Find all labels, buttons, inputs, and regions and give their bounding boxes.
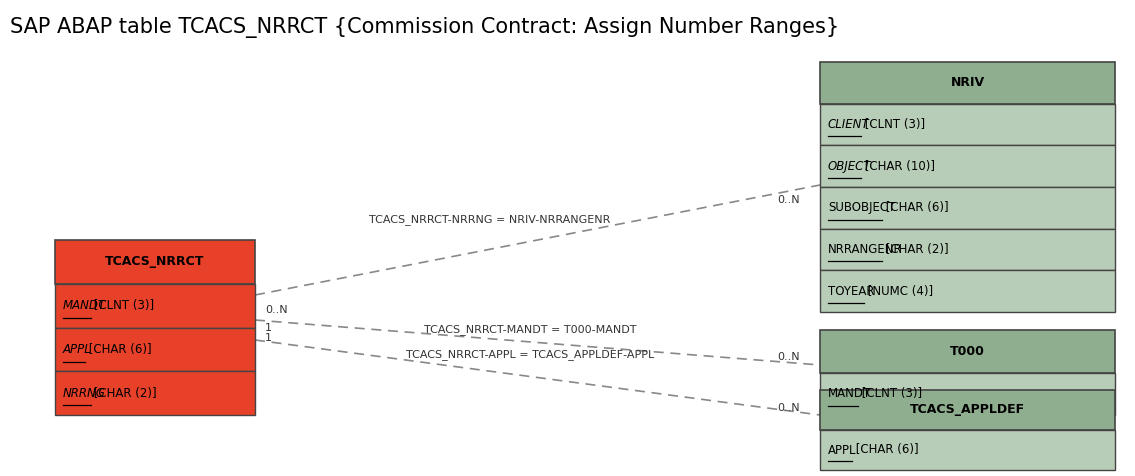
Text: APPL [CHAR (6)]: APPL [CHAR (6)] [829, 444, 923, 456]
Bar [54, 371, 255, 415]
Text: 0..N: 0..N [777, 195, 800, 205]
Text: TOYEAR: TOYEAR [829, 285, 874, 298]
Text: [NUMC (4)]: [NUMC (4)] [864, 285, 933, 298]
Text: [CHAR (6)]: [CHAR (6)] [882, 201, 949, 214]
Text: CLIENT: CLIENT [829, 118, 869, 131]
Bar [819, 104, 1115, 145]
Bar [54, 327, 255, 371]
Text: [CHAR (2)]: [CHAR (2)] [882, 243, 949, 256]
Text: [CLNT (3)]: [CLNT (3)] [861, 118, 925, 131]
Bar [819, 187, 1115, 228]
Bar [54, 284, 255, 327]
Text: SUBOBJECT: SUBOBJECT [829, 201, 896, 214]
Text: 0..N: 0..N [264, 305, 287, 315]
Text: TCACS_NRRCT-NRRNG = NRIV-NRRANGENR: TCACS_NRRCT-NRRNG = NRIV-NRRANGENR [369, 215, 611, 226]
Text: [CLNT (3)]: [CLNT (3)] [858, 387, 922, 400]
Text: MANDT [CLNT (3)]: MANDT [CLNT (3)] [64, 299, 170, 312]
Text: SAP ABAP table TCACS_NRRCT {Commission Contract: Assign Number Ranges}: SAP ABAP table TCACS_NRRCT {Commission C… [10, 18, 839, 39]
Bar [819, 373, 1115, 415]
Text: TCACS_NRRCT: TCACS_NRRCT [106, 256, 204, 268]
Text: [CHAR (2)]: [CHAR (2)] [91, 387, 157, 400]
Text: MANDT [CLNT (3)]: MANDT [CLNT (3)] [829, 387, 935, 400]
Text: 0..N: 0..N [777, 403, 800, 413]
Text: [CLNT (3)]: [CLNT (3)] [91, 299, 154, 312]
Bar [54, 240, 255, 284]
Text: MANDT: MANDT [64, 299, 106, 312]
Text: TCACS_APPLDEF: TCACS_APPLDEF [910, 404, 1025, 416]
Text: [CHAR (6)]: [CHAR (6)] [85, 343, 152, 356]
Bar [819, 390, 1115, 430]
Text: TOYEAR [NUMC (4)]: TOYEAR [NUMC (4)] [829, 285, 943, 298]
Text: APPL [CHAR (6)]: APPL [CHAR (6)] [64, 343, 158, 356]
Text: APPL: APPL [829, 444, 857, 456]
Text: 0..N: 0..N [777, 352, 800, 362]
Text: 1
1: 1 1 [264, 323, 272, 343]
Text: CLIENT [CLNT (3)]: CLIENT [CLNT (3)] [829, 118, 934, 131]
Bar [819, 270, 1115, 312]
Text: TCACS_NRRCT-MANDT = T000-MANDT: TCACS_NRRCT-MANDT = T000-MANDT [423, 325, 637, 336]
Text: TCACS_NRRCT-APPL = TCACS_APPLDEF-APPL: TCACS_NRRCT-APPL = TCACS_APPLDEF-APPL [406, 349, 654, 360]
Text: NRRANGENR [CHAR (2)]: NRRANGENR [CHAR (2)] [829, 243, 969, 256]
Text: OBJECT: OBJECT [829, 159, 872, 173]
Bar [819, 430, 1115, 470]
Text: [CHAR (6)]: [CHAR (6)] [852, 444, 918, 456]
Text: MANDT: MANDT [829, 387, 872, 400]
Bar [819, 62, 1115, 104]
Bar [819, 145, 1115, 187]
Text: NRRNG [CHAR (2)]: NRRNG [CHAR (2)] [64, 387, 173, 400]
Bar [819, 228, 1115, 270]
Text: NRRANGENR: NRRANGENR [829, 243, 902, 256]
Text: [CHAR (10)]: [CHAR (10)] [861, 159, 935, 173]
Text: NRIV: NRIV [950, 76, 984, 89]
Text: OBJECT [CHAR (10)]: OBJECT [CHAR (10)] [829, 159, 945, 173]
Text: NRRNG: NRRNG [64, 387, 106, 400]
Text: SUBOBJECT [CHAR (6)]: SUBOBJECT [CHAR (6)] [829, 201, 962, 214]
Text: T000: T000 [950, 345, 985, 358]
Text: APPL: APPL [64, 343, 92, 356]
Bar [819, 330, 1115, 373]
